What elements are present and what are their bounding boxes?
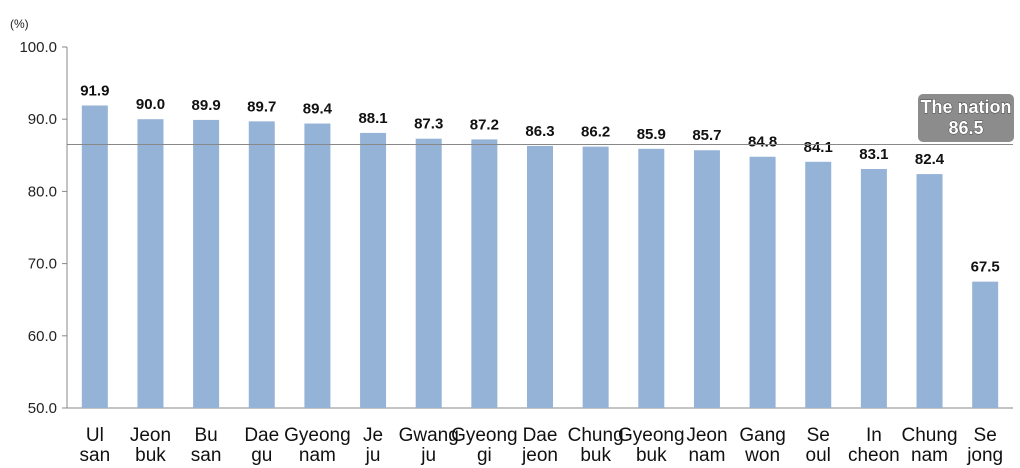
category-label: ju — [420, 445, 436, 466]
category-label: Dae — [244, 425, 279, 446]
bar-value-label: 88.1 — [358, 110, 387, 127]
y-tick-label: 80.0 — [28, 183, 57, 200]
bar — [805, 161, 832, 408]
bar — [415, 138, 442, 408]
bar — [193, 119, 220, 408]
nation-badge-background — [918, 94, 1014, 142]
category-label: cheon — [848, 445, 900, 466]
nation-label: The nation — [921, 97, 1012, 117]
bar-value-label: 83.1 — [859, 146, 888, 163]
bar-value-label: 91.9 — [80, 82, 109, 99]
bar-value-label: 89.4 — [303, 101, 333, 118]
category-label: buk — [580, 445, 611, 466]
y-axis: 50.0 60.0 70.0 80.0 90.0 100.0 — [19, 39, 67, 417]
category-label: oul — [806, 445, 831, 466]
y-unit-label: (%) — [10, 17, 29, 31]
bar — [916, 174, 943, 408]
y-tick-label: 90.0 — [28, 111, 57, 128]
category-label: gu — [251, 445, 272, 466]
category-label: Dae — [523, 425, 558, 446]
bar — [248, 121, 275, 408]
category-label: Se — [807, 425, 830, 446]
category-label: san — [191, 445, 222, 466]
y-tick-label: 100.0 — [19, 39, 57, 56]
category-label: nam — [299, 445, 336, 466]
category-label: won — [744, 445, 780, 466]
category-label: Gyeong — [284, 425, 351, 446]
category-label: jong — [966, 445, 1003, 466]
bar-value-label: 84.1 — [804, 139, 833, 156]
category-label: gi — [477, 445, 492, 466]
y-tick-label: 50.0 — [28, 400, 57, 417]
y-tick-label: 60.0 — [28, 328, 57, 345]
category-label: buk — [636, 445, 667, 466]
category-label: Gyeong — [451, 425, 518, 446]
category-label: Se — [974, 425, 997, 446]
category-label: Bu — [194, 425, 217, 446]
bars: 91.9Ulsan90.0Jeonbuk89.9Busan89.7Daegu89… — [80, 82, 1004, 466]
category-label: ju — [365, 445, 381, 466]
bar — [527, 145, 553, 408]
bar-value-label: 90.0 — [136, 96, 165, 113]
bar-value-label: 85.7 — [692, 127, 721, 144]
bar-value-label: 85.9 — [637, 126, 666, 143]
bar-value-label: 87.2 — [470, 116, 499, 133]
bar — [137, 119, 164, 408]
category-label: Gwang — [399, 425, 459, 446]
bar — [972, 281, 999, 408]
category-label: Jeon — [130, 425, 171, 446]
bar — [749, 156, 776, 408]
bar-value-label: 82.4 — [915, 151, 945, 168]
bar — [304, 123, 331, 409]
category-label: Je — [363, 425, 383, 446]
bar — [693, 150, 720, 408]
category-label: Gang — [739, 425, 785, 446]
bar-value-label: 86.3 — [525, 123, 554, 140]
bar — [638, 148, 665, 408]
bar-value-label: 89.9 — [192, 97, 221, 114]
category-label: nam — [911, 445, 948, 466]
bar — [360, 132, 387, 408]
bar-value-label: 87.3 — [414, 116, 443, 133]
bar — [471, 139, 498, 408]
bar-value-label: 86.2 — [581, 124, 610, 141]
category-label: jeon — [521, 445, 558, 466]
category-label: Ul — [86, 425, 104, 446]
category-label: Gyeong — [618, 425, 685, 446]
bar — [860, 169, 887, 408]
category-label: In — [866, 425, 882, 446]
y-tick-label: 70.0 — [28, 256, 57, 273]
bar — [582, 146, 609, 409]
bar-value-label: 84.8 — [748, 134, 777, 151]
bar — [81, 105, 108, 409]
nation-value: 86.5 — [948, 118, 983, 138]
bar-value-label: 89.7 — [247, 98, 276, 115]
category-label: Chung — [902, 425, 958, 446]
category-label: san — [80, 445, 111, 466]
category-label: Chung — [568, 425, 624, 446]
bar-value-label: 67.5 — [971, 259, 1000, 276]
category-label: Jeon — [686, 425, 727, 446]
nation-average-badge: The nation 86.5 — [918, 94, 1014, 142]
category-label: buk — [135, 445, 166, 466]
category-label: nam — [688, 445, 725, 466]
